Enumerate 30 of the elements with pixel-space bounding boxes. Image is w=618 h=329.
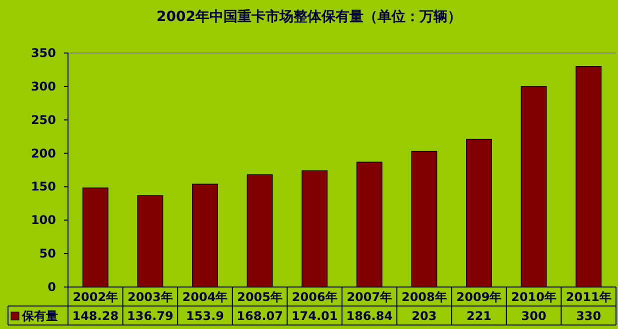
x-tick-label: 2003年 (127, 290, 173, 304)
y-tick-label: 350 (30, 46, 56, 60)
x-tick-label: 2006年 (292, 290, 338, 304)
y-tick-label: 250 (30, 112, 56, 127)
x-tick-label: 2004年 (182, 290, 228, 304)
x-tick-label: 2005年 (237, 290, 283, 304)
data-label: 136.79 (127, 309, 174, 323)
y-tick-label: 100 (30, 213, 56, 228)
data-label: 221 (466, 309, 492, 323)
data-label: 300 (521, 309, 546, 323)
data-label: 153.9 (186, 309, 224, 323)
data-label: 168.07 (236, 309, 283, 323)
data-label: 330 (576, 309, 602, 323)
data-label: 174.01 (291, 309, 338, 323)
data-label: 203 (412, 309, 437, 323)
x-tick-label: 2009年 (456, 290, 502, 304)
chart-title: 2002年中国重卡市场整体保有量（单位：万辆） (156, 8, 462, 25)
y-tick-label: 0 (48, 280, 56, 294)
y-tick-label: 150 (30, 180, 56, 194)
data-label: 186.84 (346, 309, 393, 323)
x-tick-label: 2007年 (346, 290, 392, 304)
x-tick-label: 2011年 (566, 290, 612, 304)
y-tick-label: 200 (30, 146, 56, 160)
x-tick-label: 2010年 (511, 290, 557, 304)
x-tick-label: 2008年 (401, 290, 447, 304)
data-label: 148.28 (72, 309, 119, 323)
y-tick-label: 50 (39, 246, 56, 261)
y-tick-label: 300 (30, 79, 56, 94)
x-tick-label: 2002年 (72, 290, 118, 304)
legend-label: 保有量 (21, 309, 58, 323)
